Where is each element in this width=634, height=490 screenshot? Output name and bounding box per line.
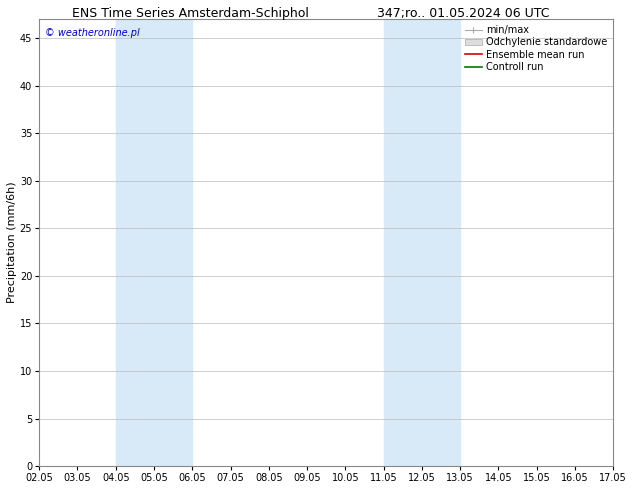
Text: © weatheronline.pl: © weatheronline.pl xyxy=(45,28,139,38)
Y-axis label: Precipitation (mm/6h): Precipitation (mm/6h) xyxy=(7,182,17,303)
Text: 347;ro.. 01.05.2024 06 UTC: 347;ro.. 01.05.2024 06 UTC xyxy=(377,7,549,21)
Bar xyxy=(115,19,192,466)
Text: ENS Time Series Amsterdam-Schiphol: ENS Time Series Amsterdam-Schiphol xyxy=(72,7,309,21)
Bar xyxy=(384,19,460,466)
Legend: min/max, Odchylenie standardowe, Ensemble mean run, Controll run: min/max, Odchylenie standardowe, Ensembl… xyxy=(462,22,611,75)
